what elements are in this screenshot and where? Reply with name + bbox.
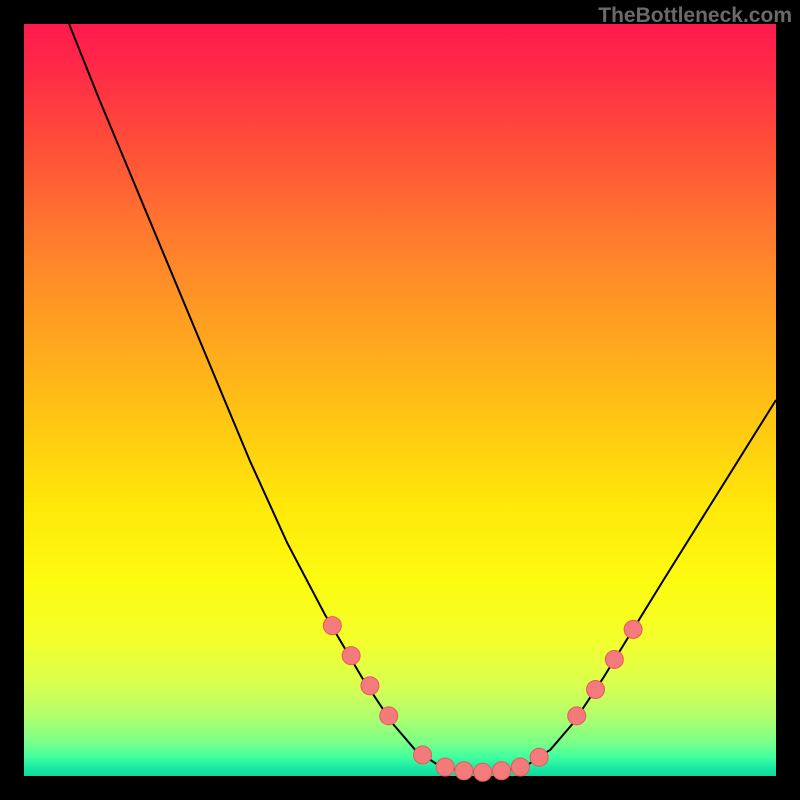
curve-marker [436,758,454,776]
curve-marker [587,681,605,699]
chart-frame: TheBottleneck.com [0,0,800,800]
curve-marker [414,746,432,764]
curve-marker [624,620,642,638]
curve-marker [568,707,586,725]
curve-marker [323,617,341,635]
curve-marker [380,707,398,725]
curve-marker [493,762,511,780]
curve-marker [605,650,623,668]
watermark-text: TheBottleneck.com [598,4,792,28]
curve-marker [342,647,360,665]
curve-marker [361,677,379,695]
curve-marker [530,748,548,766]
curve-marker [511,758,529,776]
curve-marker [474,763,492,781]
bottleneck-curve-chart [0,0,800,800]
plot-background [24,24,776,776]
curve-marker [455,762,473,780]
